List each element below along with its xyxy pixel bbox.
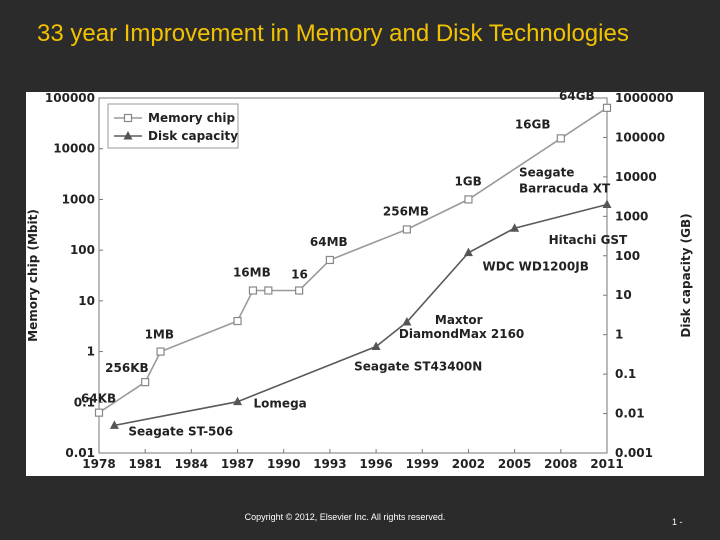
y-left-tick-label: 10 [78,294,95,308]
disk-capacity-point [109,420,119,429]
x-tick-label: 2005 [498,457,531,471]
series-line-disk-capacity [114,203,608,427]
x-tick-label: 1981 [128,457,161,471]
memory-chip-point [264,286,273,295]
legend-triangle-icon [123,131,133,140]
series-line-memory-chip [98,107,608,414]
slide-title: 33 year Improvement in Memory and Disk T… [37,20,629,47]
point-labels: 64KB 256KB 1MB 16MB 16 64MB 256MB 1GB 16GB 64GB Se… [81,89,628,439]
memory-chip-point [602,103,612,112]
axes: 1978 1981 1984 1987 1990 1993 1996 1999 2002 2005… [26,91,693,471]
y-right-tick-label: 0.01 [615,407,645,421]
disk-capacity-label: Seagate ST-506 [128,424,233,438]
disk-capacity-point [402,316,412,326]
memory-chip-label: 64MB [310,235,348,249]
y-right-axis-title: Disk capacity (GB) [679,213,693,337]
memory-chip-label: 16 [291,268,308,282]
memory-chip-label: 1GB [454,174,481,188]
chart-svg: 1978 1981 1984 1987 1990 1993 1996 1999 2002 2005… [26,89,693,471]
y-left-axis-title: Memory chip (Mbit) [26,209,40,342]
disk-capacity-point [233,396,243,406]
y-left-tick-label: 100 [70,243,95,257]
legend-label: Memory chip [148,111,236,125]
disk-capacity-label: Hitachi GST [549,233,628,247]
disk-capacity-label: Seagate ST43400N [354,360,482,374]
y-right-tick-label: 100000 [615,130,665,144]
memory-chip-label: 16GB [515,117,551,131]
memory-chip-point [94,408,104,417]
legend-label: Disk capacity [148,129,238,143]
disk-capacity-label: Barracuda XT [519,181,611,195]
y-left-tick-label: 0.01 [65,446,95,460]
footer-copyright: Copyright © 2012, Elsevier Inc. All righ… [244,512,446,522]
x-tick-label: 1996 [359,457,392,471]
y-right-tick-label: 1000 [615,209,648,223]
memory-chip-label: 1MB [145,328,174,342]
disk-capacity-point [371,341,381,351]
legend-square-icon [123,113,133,123]
disk-capacity-label: Lomega [254,397,307,411]
memory-chip-point [141,378,150,387]
chart-panel: 1978 1981 1984 1987 1990 1993 1996 1999 2002 2005… [26,89,704,476]
y-right-tick-label: 10000 [615,170,657,184]
memory-chip-point [325,255,335,265]
x-tick-label: 1984 [175,457,208,471]
series-markers [94,103,612,429]
y-right-tick-label: 0.1 [615,367,636,381]
memory-chip-point [402,225,411,234]
y-left-tick-label: 10000 [53,142,95,156]
disk-capacity-label: Seagate [519,165,574,179]
memory-chip-label: 256KB [105,361,149,375]
x-tick-label: 1978 [82,457,115,471]
disk-capacity-label: Maxtor [435,313,483,327]
y-left-tick-label: 100000 [45,92,95,105]
y-right-tick-label: 100 [615,249,640,263]
memory-chip-point [295,286,304,295]
memory-chip-point [464,195,473,204]
memory-chip-label: 256MB [383,204,429,218]
disk-capacity-label: WDC WD1200JB [482,260,588,274]
plot-frame [98,97,608,454]
memory-chip-point [156,347,165,356]
memory-chip-label: 16MB [233,266,271,280]
y-left-tick-label: 1000 [62,192,95,206]
y-right-tick-label: 0.001 [615,446,653,460]
y-right-tick-label: 10 [615,288,632,302]
disk-capacity-point [463,247,473,257]
x-tick-label: 1990 [267,457,300,471]
memory-chip-label: 64KB [81,392,116,406]
y-right-tick-label: 1 [615,328,623,342]
x-tick-label: 1987 [221,457,254,471]
x-tick-label: 1999 [406,457,439,471]
memory-chip-point [248,286,258,295]
legend: Memory chip Disk capacity [107,103,239,149]
legend-box [107,103,239,149]
y-right-tick-label: 1000000 [615,92,673,105]
disk-capacity-point [510,223,520,232]
x-tick-label: 2002 [452,457,485,471]
memory-chip-point [233,316,242,326]
disk-capacity-label: DiamondMax 2160 [399,327,524,341]
x-tick-label: 2008 [544,457,577,471]
x-tick-label: 1993 [313,457,346,471]
disk-capacity-point [602,199,612,208]
page-number: 1 - [672,517,683,527]
x-tick-label: 2011 [590,457,623,471]
memory-chip-point [556,134,565,143]
memory-chip-label: 64GB [559,92,595,103]
y-left-tick-label: 1 [87,345,95,359]
y-left-tick-label: 0.1 [74,395,95,409]
